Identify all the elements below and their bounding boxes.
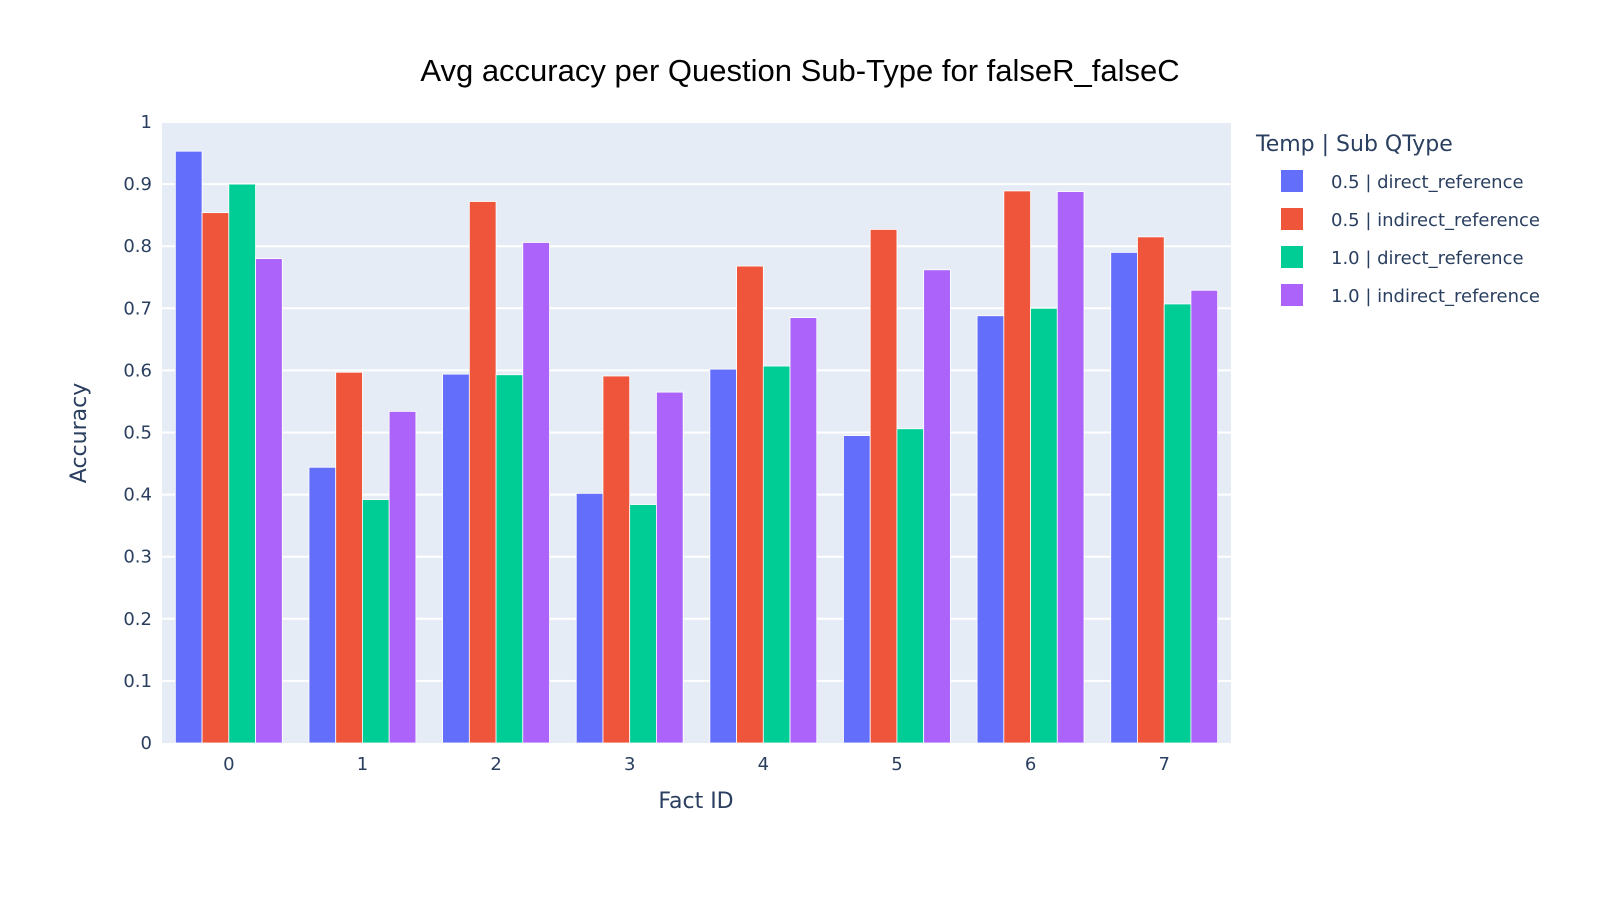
bar[interactable] <box>656 391 684 744</box>
bar[interactable] <box>1003 190 1031 744</box>
bar[interactable] <box>923 269 951 744</box>
legend-swatch <box>1281 246 1303 268</box>
y-tick-label: 0.3 <box>123 547 152 568</box>
x-tick-label: 4 <box>758 754 769 775</box>
bar[interactable] <box>201 212 230 744</box>
y-tick-label: 0.8 <box>123 236 152 257</box>
legend-swatch <box>1281 208 1303 230</box>
bar[interactable] <box>174 150 203 744</box>
legend-title: Temp | Sub QType <box>1255 132 1453 157</box>
bar[interactable] <box>602 375 631 744</box>
x-tick-label: 0 <box>223 754 234 775</box>
bar[interactable] <box>843 435 871 744</box>
x-tick-label: 3 <box>624 754 635 775</box>
x-tick-label: 5 <box>891 754 902 775</box>
bar[interactable] <box>362 499 390 744</box>
bar[interactable] <box>255 258 283 744</box>
x-tick-label: 7 <box>1158 754 1169 775</box>
bar[interactable] <box>789 317 818 744</box>
bar[interactable] <box>736 265 764 744</box>
x-tick-label: 2 <box>490 754 501 775</box>
y-tick-label: 0.4 <box>123 485 152 506</box>
x-axis-ticks: 0 1 2 3 4 5 6 7 <box>223 754 1170 775</box>
legend-item[interactable]: 0.5 | direct_reference <box>1281 170 1524 193</box>
y-axis-title: Accuracy <box>67 383 92 483</box>
bar[interactable] <box>308 466 337 744</box>
bar[interactable] <box>335 371 363 744</box>
y-tick-label: 0.7 <box>123 298 152 319</box>
legend-label: 0.5 | indirect_reference <box>1331 210 1540 231</box>
legend-swatch <box>1281 284 1303 306</box>
bar[interactable] <box>522 242 550 744</box>
bar[interactable] <box>762 365 791 744</box>
legend-swatch <box>1281 170 1303 192</box>
legend-item[interactable]: 1.0 | direct_reference <box>1281 246 1524 269</box>
x-axis-title: Fact ID <box>658 789 733 814</box>
bar[interactable] <box>709 368 737 744</box>
x-tick-label: 6 <box>1025 754 1036 775</box>
bar[interactable] <box>468 201 497 744</box>
legend-item[interactable]: 1.0 | indirect_reference <box>1281 284 1540 307</box>
y-axis-ticks: 0 0.1 0.2 0.3 0.4 0.5 0.6 0.7 0.8 0.9 1 <box>123 112 152 754</box>
bar[interactable] <box>442 373 470 744</box>
chart-title: Avg accuracy per Question Sub-Type for f… <box>420 53 1179 88</box>
legend-label: 1.0 | indirect_reference <box>1331 286 1540 307</box>
y-tick-label: 0.9 <box>123 174 152 195</box>
bar[interactable] <box>1137 236 1165 744</box>
bar[interactable] <box>976 315 1005 744</box>
legend-label: 0.5 | direct_reference <box>1331 172 1524 193</box>
bar[interactable] <box>495 374 524 744</box>
bar[interactable] <box>575 492 604 744</box>
bar[interactable] <box>388 410 417 744</box>
bar[interactable] <box>1163 303 1192 744</box>
legend-label: 1.0 | direct_reference <box>1331 248 1524 269</box>
bars <box>174 150 1219 744</box>
y-tick-label: 0.1 <box>123 671 152 692</box>
y-tick-label: 0.5 <box>123 423 152 444</box>
bar[interactable] <box>1056 191 1085 744</box>
bar[interactable] <box>1190 289 1219 744</box>
x-tick-label: 1 <box>357 754 368 775</box>
bar[interactable] <box>1030 307 1058 744</box>
y-tick-label: 0 <box>141 733 152 754</box>
y-tick-label: 0.2 <box>123 609 152 630</box>
y-tick-label: 0.6 <box>123 360 152 381</box>
y-tick-label: 1 <box>141 112 152 133</box>
bar[interactable] <box>896 428 925 744</box>
legend-item[interactable]: 0.5 | indirect_reference <box>1281 208 1540 231</box>
bar[interactable] <box>869 229 898 744</box>
legend[interactable]: Temp | Sub QType 0.5 | direct_reference 0… <box>1255 132 1540 307</box>
bar[interactable] <box>629 504 657 744</box>
bar[interactable] <box>1110 252 1138 744</box>
bar[interactable] <box>228 183 256 744</box>
